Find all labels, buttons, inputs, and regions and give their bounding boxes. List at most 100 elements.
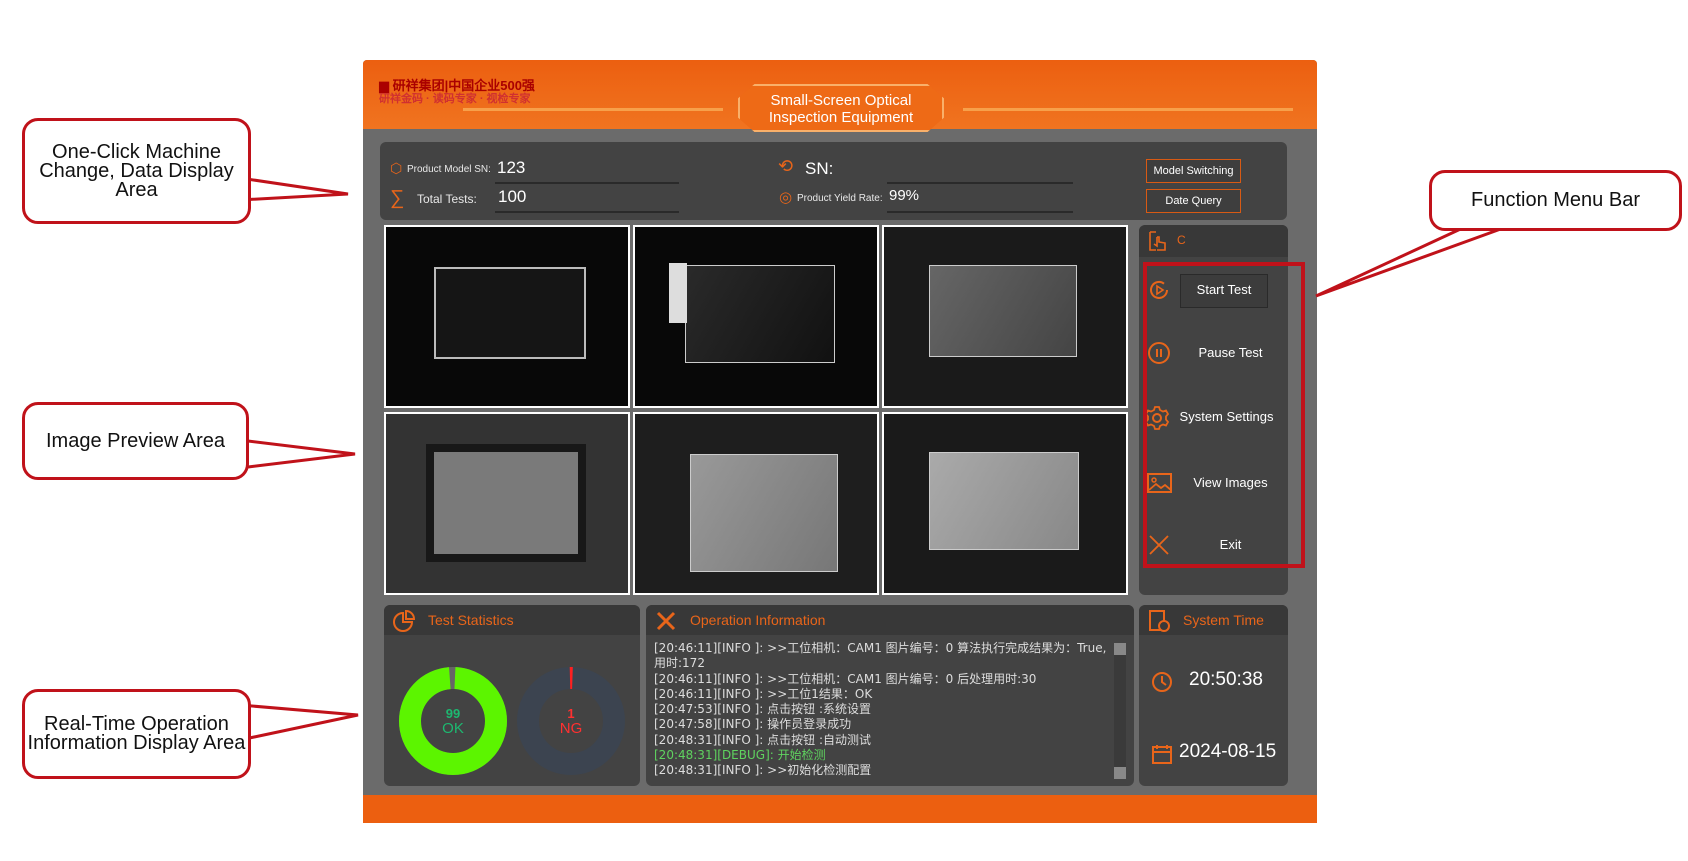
- panel-header: Operation Information: [646, 605, 1134, 635]
- product-model-value[interactable]: 123: [497, 158, 526, 177]
- panel-title: System Time: [1183, 612, 1264, 628]
- callout-data-display: One-Click Machine Change, Data Display A…: [22, 118, 251, 224]
- image-icon: [1147, 473, 1172, 493]
- total-tests-value: 100: [498, 187, 527, 206]
- play-circle-icon: [1150, 280, 1168, 299]
- camera-image[interactable]: [882, 412, 1128, 595]
- field-underline: [495, 182, 679, 184]
- date-value: 2024-08-15: [1179, 741, 1277, 762]
- callout-tail: [238, 438, 356, 470]
- camera-image[interactable]: [633, 225, 879, 408]
- menu-item-label: Pause Test: [1198, 345, 1263, 360]
- footer-bar: [363, 795, 1317, 823]
- field-underline: [887, 211, 1073, 213]
- app-title: Small-Screen Optical Inspection Equipment: [738, 84, 944, 132]
- ng-label: NG: [560, 720, 583, 737]
- yield-value: 99%: [889, 187, 920, 204]
- check-badge-icon: ◎: [779, 189, 793, 206]
- function-menu-highlight: [1143, 262, 1305, 568]
- field-underline: [495, 211, 679, 213]
- sigma-icon: ∑: [390, 187, 405, 209]
- field-underline: [887, 182, 1073, 184]
- callout-tail: [238, 703, 359, 742]
- ng-donut-arc: [517, 667, 625, 775]
- box-icon: ⬡: [390, 160, 403, 176]
- phone-screen: [685, 265, 835, 363]
- scroll-up-arrow[interactable]: [1114, 643, 1126, 655]
- route-icon: ⟲: [778, 156, 794, 176]
- data-display-panel: ⬡ Product Model SN: 123 ∑ Total Tests: 1…: [380, 142, 1287, 220]
- menu-item-start-test[interactable]: Start Test: [1139, 270, 1288, 310]
- log-entry: [20:48:31][INFO ]: >>初始化检测配置: [654, 763, 872, 778]
- date-query-button[interactable]: Date Query: [1146, 189, 1241, 213]
- model-switching-button[interactable]: Model Switching: [1146, 159, 1241, 183]
- panel-header: System Time: [1139, 605, 1288, 635]
- camera-image[interactable]: [633, 412, 879, 595]
- phone-screen: [690, 454, 838, 572]
- header-decoration: [463, 108, 723, 111]
- yield-label: Product Yield Rate:: [797, 193, 883, 204]
- log-entry: [20:48:31][INFO ]: 点击按钮 :自动测试: [654, 732, 872, 747]
- callout-tail: [1315, 218, 1521, 298]
- scroll-down-arrow[interactable]: [1114, 767, 1126, 779]
- menu-header-text: C: [1177, 233, 1186, 247]
- callout-tail: [238, 176, 349, 202]
- camera-image[interactable]: [384, 412, 630, 595]
- ok-label: OK: [442, 720, 464, 737]
- pie-chart-icon: [393, 609, 416, 632]
- log-scrollbar[interactable]: [1114, 643, 1126, 779]
- tools-icon: [656, 611, 676, 631]
- menu-header: C: [1139, 225, 1288, 257]
- callout-realtime-info: Real-Time Operation Information Display …: [22, 689, 251, 779]
- menu-item-label: Exit: [1219, 537, 1242, 552]
- callout-function-menu: Function Menu Bar: [1429, 170, 1682, 231]
- header-decoration: [963, 108, 1293, 111]
- panel-title: Operation Information: [690, 612, 826, 628]
- total-tests-label: Total Tests:: [417, 192, 477, 206]
- log-entry: [20:47:58][INFO ]: 操作员登录成功: [654, 717, 852, 732]
- clock-icon: [1152, 672, 1172, 692]
- ng-count: 1: [567, 706, 574, 721]
- camera-image[interactable]: [384, 225, 630, 408]
- close-icon: [1149, 535, 1169, 555]
- start-test-button[interactable]: [1180, 274, 1268, 308]
- title-line: Small-Screen Optical: [770, 92, 912, 109]
- menu-item-view-images[interactable]: View Images: [1139, 463, 1288, 503]
- phone-screen: [434, 267, 586, 359]
- calendar-clock-icon: [1149, 610, 1170, 632]
- system-time-panel: System Time 20:50:38 2024-08-15: [1139, 605, 1288, 786]
- test-statistics-panel: Test Statistics 99 OK 1 NG: [384, 605, 640, 786]
- log-entry: [20:48:31][DEBUG]: 开始检测: [654, 748, 826, 763]
- phone-screen: [426, 444, 586, 562]
- operation-information-panel: Operation Information [20:46:11][INFO ]:…: [646, 605, 1134, 786]
- camera-image[interactable]: [882, 225, 1128, 408]
- menu-item-label: System Settings: [1179, 409, 1274, 424]
- app-window: ▆ 研祥集团|中国企业500强 研祥金码 · 读码专家 · 视检专家 Small-…: [363, 60, 1317, 823]
- calendar-icon: [1152, 745, 1172, 764]
- operation-log: [20:46:11][INFO ]: >>工位相机：CAM1 图片编号：0 算法…: [654, 641, 1108, 779]
- sn-label: SN:: [805, 159, 834, 178]
- title-line: Inspection Equipment: [768, 109, 914, 126]
- stats-donuts: 99 OK 1 NG: [399, 667, 625, 775]
- phone-screen: [929, 265, 1077, 357]
- panel-header: Test Statistics: [384, 605, 640, 635]
- panel-title: Test Statistics: [428, 612, 514, 628]
- menu-item-exit[interactable]: Exit: [1139, 525, 1288, 565]
- hand-touch-icon: [1149, 231, 1166, 251]
- clock-value: 20:50:38: [1189, 669, 1263, 690]
- log-entry: [20:47:53][INFO ]: 点击按钮 :系统设置: [654, 702, 872, 717]
- log-entry: [20:46:11][INFO ]: >>工位相机：CAM1 图片编号：0 后处…: [654, 671, 1037, 686]
- menu-item-pause-test[interactable]: Pause Test: [1139, 333, 1288, 373]
- log-entry: [20:46:11][INFO ]: >>工位1结果：OK: [654, 686, 873, 701]
- menu-item-label: View Images: [1193, 475, 1268, 490]
- phone-screen: [929, 452, 1079, 550]
- image-preview-grid: [384, 225, 1134, 595]
- ok-donut-arc: [399, 667, 507, 775]
- callout-image-preview: Image Preview Area: [22, 402, 249, 480]
- company-logo: ▆ 研祥集团|中国企业500强 研祥金码 · 读码专家 · 视检专家: [379, 78, 535, 105]
- product-model-label: Product Model SN:: [407, 164, 491, 175]
- phone-connector: [669, 263, 687, 323]
- pause-circle-icon: [1148, 342, 1170, 364]
- menu-item-label: Start Test: [1196, 282, 1252, 297]
